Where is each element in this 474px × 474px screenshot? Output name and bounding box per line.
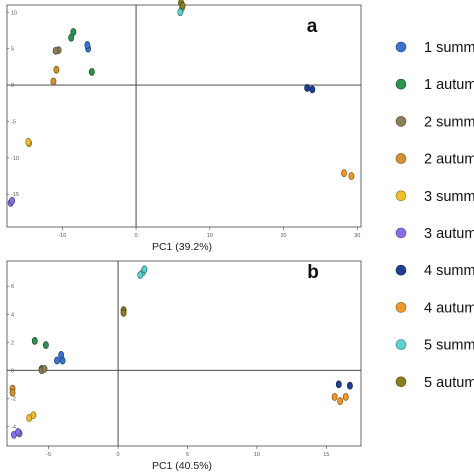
x-tick-label: -10 [58, 233, 66, 239]
data-point [42, 341, 49, 349]
x-tick-label: 20 [281, 233, 287, 239]
x-tick-label: 15 [323, 452, 329, 458]
data-point [120, 309, 127, 317]
panel-label: a [307, 16, 318, 37]
plot-frame [6, 4, 362, 228]
data-point [141, 265, 148, 274]
data-point [348, 172, 355, 180]
data-point [335, 380, 342, 389]
legend-marker [395, 78, 407, 90]
legend-marker [395, 339, 407, 350]
data-point [52, 47, 59, 55]
panel-a-plot: -10 0 10 20 30 -15 -10 -5 0 5 10 PC1 (39.2%) a [6, 0, 362, 253]
data-point [9, 196, 16, 205]
y-tick-label: -5 [11, 119, 16, 125]
legend-marker [395, 376, 407, 388]
data-point [58, 351, 65, 359]
legend-label: 1 summer [424, 40, 474, 56]
data-point [331, 393, 338, 401]
legend-label: 4 autumn [424, 300, 474, 316]
legend-label: 3 summer [424, 189, 474, 205]
data-point [30, 411, 37, 420]
x-axis-label: PC1 (39.2%) [152, 241, 212, 253]
data-point [25, 137, 32, 146]
data-point [337, 397, 344, 406]
data-point [41, 365, 48, 373]
data-point [309, 85, 316, 94]
x-tick-label: 10 [254, 452, 260, 458]
legend-marker [395, 227, 407, 239]
legend-marker [395, 302, 407, 313]
data-point [179, 1, 186, 10]
y-tick-label: -10 [11, 156, 19, 162]
x-tick-label: -5 [46, 452, 51, 458]
data-point [53, 65, 60, 74]
data-point [304, 84, 311, 92]
x-tick-label: 0 [117, 452, 120, 458]
legend-label: 1 autumn [424, 77, 474, 93]
legend-marker [395, 41, 407, 53]
legend-label: 3 autumn [424, 226, 474, 242]
y-tick-label: 6 [11, 284, 14, 290]
y-tick-label: -2 [11, 396, 16, 402]
data-point [137, 271, 144, 279]
x-tick-label: 30 [354, 233, 360, 239]
x-tick-label: 10 [207, 233, 213, 239]
panel-label: b [307, 262, 319, 283]
panel-b-plot: -5 0 5 10 15 -4 -2 0 2 4 6 PC1 (40.5%) b [6, 260, 362, 472]
data-point [15, 428, 22, 436]
y-tick-label: 10 [11, 10, 17, 16]
legend-label: 2 summer [424, 114, 474, 130]
data-point [50, 77, 57, 86]
legend-marker [395, 116, 407, 127]
x-axis-label: PC1 (40.5%) [152, 460, 212, 472]
data-point [9, 388, 16, 397]
data-point [84, 41, 91, 49]
data-point [68, 33, 75, 42]
legend-label: 2 autumn [424, 152, 474, 168]
data-point [88, 68, 95, 76]
legend-label: 5 autumn [424, 375, 474, 391]
legend-label: 4 summer [424, 263, 474, 279]
y-tick-label: 4 [11, 312, 14, 318]
y-tick-label: -15 [11, 192, 19, 198]
data-point [341, 169, 347, 177]
data-point [342, 393, 349, 401]
plot-frame [6, 260, 362, 447]
data-point [177, 8, 184, 17]
y-tick-label: 2 [11, 340, 14, 346]
y-tick-label: -4 [11, 424, 16, 430]
y-tick-label: 0 [11, 368, 14, 374]
data-point [31, 337, 38, 345]
legend: 1 summer 1 autumn 2 summer 2 autumn 3 summer… [395, 40, 474, 391]
x-tick-label: 5 [186, 452, 189, 458]
y-tick-label: 0 [11, 83, 14, 89]
x-tick-label: 0 [135, 233, 138, 239]
legend-marker [395, 190, 407, 202]
y-tick-label: 5 [11, 47, 14, 53]
legend-label: 5 summer [424, 338, 474, 354]
legend-marker [395, 264, 407, 276]
legend-marker [395, 153, 407, 164]
data-point [346, 381, 353, 390]
data-point [54, 356, 60, 365]
